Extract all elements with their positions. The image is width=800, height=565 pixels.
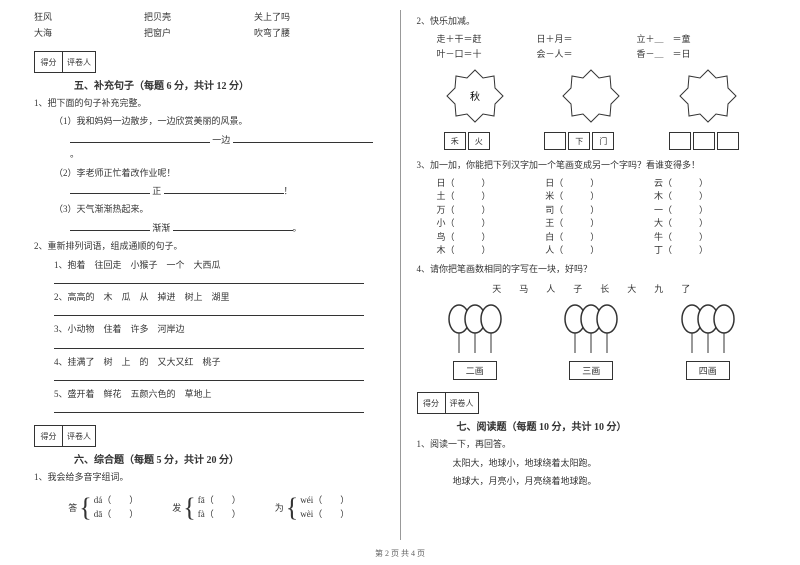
section-7-title: 七、阅读题（每题 10 分，共计 10 分） xyxy=(457,418,767,433)
q5-2: 2、重新排列词语，组成通顺的句子。 xyxy=(34,239,384,253)
char-row: 天 马 人 子 长 大 九 了 xyxy=(417,282,767,295)
score-box-5: 得分 评卷人 xyxy=(34,51,384,73)
q2-title: 2、快乐加减。 xyxy=(417,14,767,28)
flower-shape-2 xyxy=(561,66,621,126)
blank-line xyxy=(54,310,364,316)
q5-1b: 一边 。 xyxy=(34,133,384,162)
leaf-box: 火 xyxy=(468,132,490,150)
intro-row-1: 狂风 把贝壳 关上了吗 xyxy=(34,10,384,23)
q6-1: 1、我会给多音字组词。 xyxy=(34,470,384,484)
branch-row: 禾 火 下 门 xyxy=(417,132,767,150)
balloon-group-3: 四画 xyxy=(678,303,738,380)
score-box-6: 得分 评卷人 xyxy=(34,425,384,447)
intro-2c: 吹弯了腰 xyxy=(254,26,324,39)
blank-line xyxy=(54,343,364,349)
q5-1c: （2）李老师正忙着改作业呢！ xyxy=(34,166,384,180)
brace-2: 发 { fā（ ） fà（ ） xyxy=(172,493,241,522)
intro-1a: 狂风 xyxy=(34,10,104,23)
brace-icon: { xyxy=(183,496,195,519)
flower-char: 秋 xyxy=(470,90,480,103)
blank-line xyxy=(54,407,364,413)
blank xyxy=(164,184,284,194)
brace-icon: { xyxy=(286,496,298,519)
brace-1: 答 { dá（ ） dā（ ） xyxy=(68,493,138,522)
intro-row-2: 大海 把窗户 吹弯了腰 xyxy=(34,26,384,39)
brace-3: 为 { wéi（ ） wèi（ ） xyxy=(275,493,350,522)
blank-line xyxy=(54,375,364,381)
balloon-row: 二画 三画 xyxy=(417,303,767,380)
intro-1b: 把贝壳 xyxy=(144,10,214,23)
q5-2-5: 5、盛开着 鲜花 五颜六色的 草地上 xyxy=(34,387,384,401)
intro-2a: 大海 xyxy=(34,26,104,39)
blank-line xyxy=(54,278,364,284)
q5-1d-line: 渐渐 。 xyxy=(34,221,384,235)
leaf-box: 下 xyxy=(568,132,590,150)
q7-line1: 太阳大，地球小，地球绕着太阳跑。 xyxy=(417,456,767,470)
q5-1c-line: 正 ！ xyxy=(34,184,384,198)
q5-2-4: 4、挂满了 树 上 的 又大又红 桃子 xyxy=(34,355,384,369)
blank xyxy=(70,221,150,231)
leaf-box: 禾 xyxy=(444,132,466,150)
score-cell-1: 得分 xyxy=(35,426,63,446)
eq-row-2: 叶－口＝十 会－人＝ 香－＿ ＝日 xyxy=(437,47,767,60)
char-grid: 日（ ） 日（ ） 云（ ） 土（ ） 米（ ） 木（ ） 万（ ） 司（ ） … xyxy=(417,177,767,258)
score-cell-2: 评卷人 xyxy=(63,52,95,72)
balloon-group-2: 三画 xyxy=(561,303,621,380)
score-box-7: 得分 评卷人 xyxy=(417,392,767,414)
q4-title: 4、请你把笔画数相同的字写在一块，好吗？ xyxy=(417,262,767,276)
q5-1a: （1）我和妈妈一边散步，一边欣赏美丽的风景。 xyxy=(34,114,384,128)
leaf-box xyxy=(669,132,691,150)
column-divider xyxy=(400,10,401,540)
balloon-label: 四画 xyxy=(686,361,730,380)
blank xyxy=(70,133,210,143)
q3-title: 3、加一加，你能把下列汉字加一个笔画变成另一个字吗？看谁变得多！ xyxy=(417,158,767,172)
flower-shape-3 xyxy=(678,66,738,126)
brace-icon: { xyxy=(79,496,91,519)
blank xyxy=(173,221,293,231)
balloon-group-1: 二画 xyxy=(445,303,505,380)
leaf-box xyxy=(717,132,739,150)
page-footer: 第 2 页 共 4 页 xyxy=(0,548,800,559)
score-cell-1: 得分 xyxy=(35,52,63,72)
eq-row-1: 走＋干＝赶 日＋月＝ 立＋＿ ＝童 xyxy=(437,32,767,45)
blank xyxy=(233,133,373,143)
flower-row: 秋 xyxy=(417,66,767,126)
leaf-box: 门 xyxy=(592,132,614,150)
section-5-title: 五、补充句子（每题 6 分，共计 12 分） xyxy=(74,77,384,92)
left-column: 狂风 把贝壳 关上了吗 大海 把窗户 吹弯了腰 得分 评卷人 五、补充句子（每题… xyxy=(20,10,398,540)
q5-2-1: 1、抱着 往回走 小猴子 一个 大西瓜 xyxy=(34,258,384,272)
leaf-box xyxy=(693,132,715,150)
q5-2-3: 3、小动物 住着 许多 河岸边 xyxy=(34,322,384,336)
score-cell-2: 评卷人 xyxy=(446,393,478,413)
q7-1: 1、阅读一下，再回答。 xyxy=(417,437,767,451)
balloon-label: 二画 xyxy=(453,361,497,380)
leaf-box xyxy=(544,132,566,150)
q5-2-2: 2、高高的 木 瓜 从 掉进 树上 湖里 xyxy=(34,290,384,304)
score-cell-2: 评卷人 xyxy=(63,426,95,446)
q5-1: 1、把下面的句子补充完整。 xyxy=(34,96,384,110)
polyphonic-group: 答 { dá（ ） dā（ ） 发 { fā（ ） fà（ ） 为 { xyxy=(34,493,384,522)
balloon-icon xyxy=(561,303,621,357)
score-cell-1: 得分 xyxy=(418,393,446,413)
flower-shape-1: 秋 xyxy=(445,66,505,126)
right-column: 2、快乐加减。 走＋干＝赶 日＋月＝ 立＋＿ ＝童 叶－口＝十 会－人＝ 香－＿… xyxy=(403,10,781,540)
intro-2b: 把窗户 xyxy=(144,26,214,39)
balloon-icon xyxy=(678,303,738,357)
section-6-title: 六、综合题（每题 5 分，共计 20 分） xyxy=(74,451,384,466)
intro-1c: 关上了吗 xyxy=(254,10,324,23)
balloon-label: 三画 xyxy=(569,361,613,380)
q7-line2: 地球大，月亮小，月亮绕着地球跑。 xyxy=(417,474,767,488)
q5-1d: （3）天气渐渐热起来。 xyxy=(34,202,384,216)
balloon-icon xyxy=(445,303,505,357)
blank xyxy=(70,184,150,194)
